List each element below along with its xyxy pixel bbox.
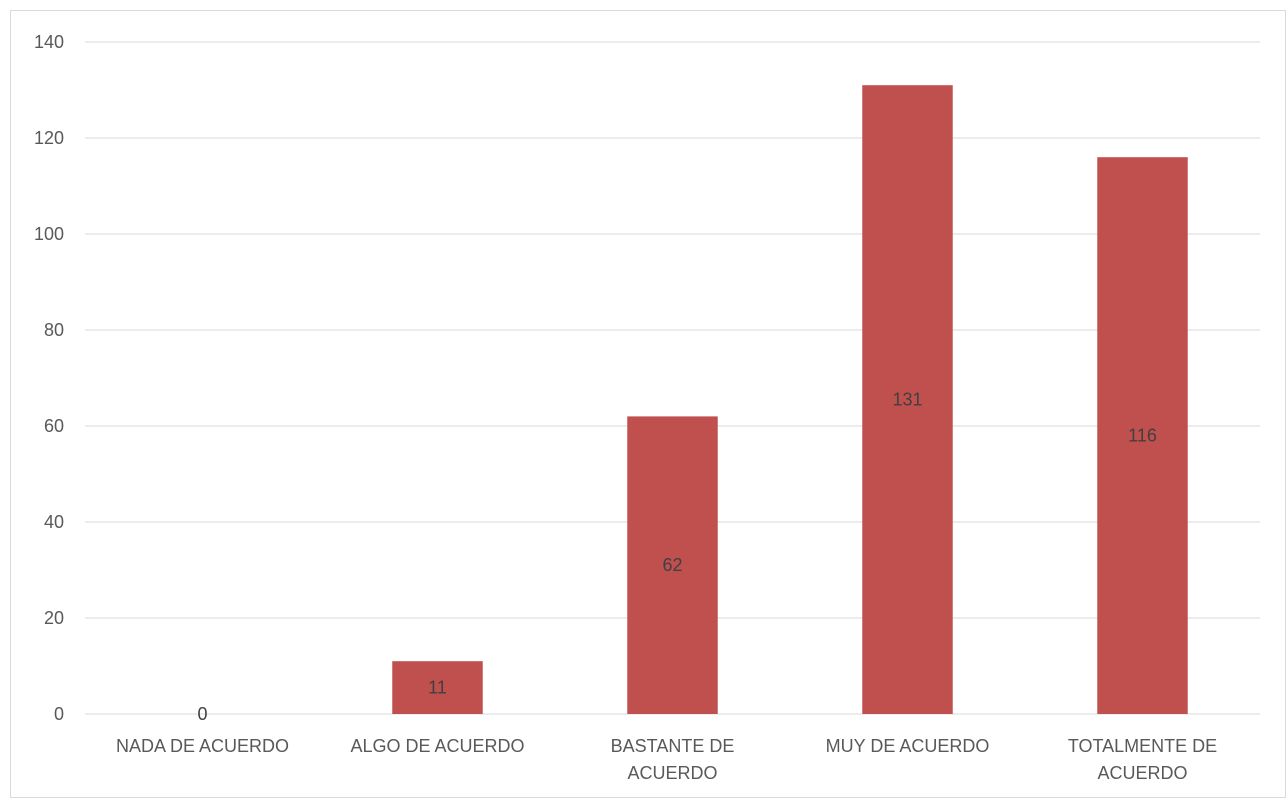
x-category-label-4-line-0: TOTALMENTE DE (1068, 736, 1217, 756)
bar-2 (627, 416, 718, 714)
data-label-1: 11 (428, 678, 447, 698)
data-label-0: 0 (197, 704, 207, 724)
y-tick-label-60: 60 (44, 416, 64, 436)
x-category-label-4-line-1: ACUERDO (1097, 763, 1187, 783)
y-tick-label-0: 0 (54, 704, 64, 724)
y-tick-label-20: 20 (44, 608, 64, 628)
gridlines (85, 41, 1260, 715)
y-axis-ticks: 0 20 40 60 80 100 120 140 (34, 32, 64, 724)
y-tick-label-120: 120 (34, 128, 64, 148)
bars (392, 85, 1188, 714)
x-axis-categories: NADA DE ACUERDO ALGO DE ACUERDO BASTANTE D… (116, 736, 1217, 783)
bar-1 (392, 661, 483, 714)
y-tick-label-40: 40 (44, 512, 64, 532)
y-tick-label-100: 100 (34, 224, 64, 244)
x-category-label-3: MUY DE ACUERDO (826, 736, 990, 756)
data-label-4: 116 (1128, 426, 1157, 446)
x-category-label-2-line-0: BASTANTE DE (611, 736, 735, 756)
x-category-label-0: NADA DE ACUERDO (116, 736, 289, 756)
y-tick-label-80: 80 (44, 320, 64, 340)
x-category-label-2-line-1: ACUERDO (627, 763, 717, 783)
x-category-label-1: ALGO DE ACUERDO (350, 736, 524, 756)
data-label-3: 131 (892, 390, 922, 410)
bar-4 (1097, 157, 1188, 714)
y-tick-label-140: 140 (34, 32, 64, 52)
data-label-2: 62 (662, 555, 682, 575)
bar-3 (862, 85, 953, 714)
data-labels: 0 11 62 131 116 (197, 390, 1156, 724)
